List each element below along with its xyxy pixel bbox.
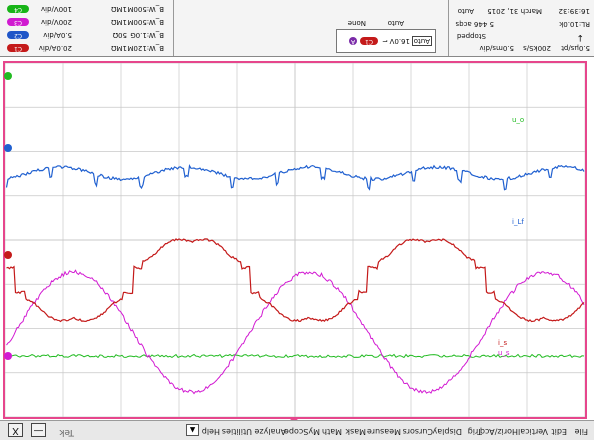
menu-help[interactable]: Help — [201, 427, 220, 436]
trigger-level: 16.0V — [389, 37, 410, 45]
trigger-mode: Auto — [387, 19, 404, 27]
trigger-source-badge: C1 — [360, 37, 378, 45]
acq-count: 5 446 acqs — [455, 20, 495, 28]
ch1-coupling: 1MΩ — [111, 44, 127, 52]
menu-display[interactable]: Display — [432, 427, 463, 436]
record-length: RL:10.0k — [559, 20, 590, 28]
label-uo: u_o — [512, 116, 524, 124]
menu-vertical[interactable]: Vertical — [518, 427, 548, 436]
ch2-scale: 5.0A/div — [43, 31, 72, 39]
ch2-coupling: 50Ω — [112, 31, 127, 39]
ch1-badge[interactable]: C1 — [7, 44, 29, 52]
label-is: i_s — [498, 339, 507, 347]
ch3-coupling: 1MΩ — [111, 18, 127, 26]
menu-cursors[interactable]: Cursors — [402, 427, 433, 436]
info-panel: C1 20.0A/div 1MΩ B_W:120M C2 5.0A/div 50… — [0, 0, 594, 57]
menu-measure[interactable]: Measure — [367, 427, 401, 436]
menu-mask[interactable]: Mask — [345, 427, 366, 436]
record-resolution: 5.0µs/pt — [561, 44, 590, 52]
ch4-badge[interactable]: C4 — [7, 5, 29, 13]
sample-rate: 200kS/s — [523, 44, 551, 52]
ch4-coupling: 1MΩ — [111, 5, 127, 13]
ch3-scale: 200V/div — [40, 18, 72, 26]
acq-mode: Auto — [457, 7, 474, 15]
menu-edit[interactable]: Edit — [551, 427, 568, 436]
ch4-scale: 100V/div — [40, 5, 72, 13]
label-us: u_s — [498, 349, 510, 357]
ch1-bw: B_W:120M — [127, 44, 164, 52]
acq-state: Stopped — [456, 32, 486, 40]
marker-ch1 — [4, 251, 12, 259]
tek-logo: Tek — [59, 427, 74, 437]
menu-math[interactable]: Math — [321, 427, 342, 436]
menu-analyze[interactable]: Analyze — [254, 427, 286, 436]
trace-ch3 — [6, 269, 585, 395]
marker-ch3 — [4, 352, 12, 360]
menu-trig[interactable]: Trig — [467, 427, 482, 436]
time: 16:39:32 — [558, 7, 590, 15]
ch3-badge[interactable]: C3 — [7, 18, 29, 26]
menu-horiz-acq[interactable]: Horiz/Acq — [479, 427, 518, 436]
trigger-mode-box: Auto — [411, 36, 432, 46]
trace-ch1 — [6, 238, 585, 323]
acq-arrow-icon: ↓ — [576, 32, 584, 42]
minimize-button[interactable]: — — [31, 423, 46, 437]
trace-ch4 — [5, 353, 585, 359]
trigger-slope-icon: ⌐ — [382, 37, 388, 45]
trigger-a-badge: A — [349, 37, 357, 45]
ch2-bw: B_W:1.0G — [130, 31, 164, 39]
menu-myscope[interactable]: MyScope — [283, 427, 320, 436]
marker-ch2 — [4, 144, 12, 152]
menu-file[interactable]: File — [574, 427, 588, 436]
trigger-position-marker — [290, 417, 298, 420]
menu-bar: File Edit Vertical Horiz/Acq Trig Displa… — [0, 420, 594, 440]
ch2-badge[interactable]: C2 — [7, 31, 29, 39]
menu-utilities[interactable]: Utilities — [221, 427, 252, 436]
label-ilf: i_Lf — [512, 218, 524, 226]
ch3-bw: B_W:500M — [127, 18, 164, 26]
marker-ch4 — [4, 72, 12, 80]
ch4-bw: B_W:500M — [127, 5, 164, 13]
close-button[interactable]: X — [8, 423, 23, 437]
menu-arrow-button[interactable]: ▲ — [186, 424, 199, 436]
date: March 31, 2015 — [487, 7, 542, 15]
timebase[interactable]: 5.0ms/div — [479, 44, 515, 52]
trigger-readout[interactable]: A C1 ⌐ 16.0V Auto — [336, 29, 436, 53]
waveform-display[interactable]: u_s i_s i_Lf u_o — [0, 57, 594, 420]
ch1-scale: 20.0A/div — [38, 44, 72, 52]
trigger-type: None — [347, 19, 366, 27]
trace-ch2 — [5, 164, 585, 191]
